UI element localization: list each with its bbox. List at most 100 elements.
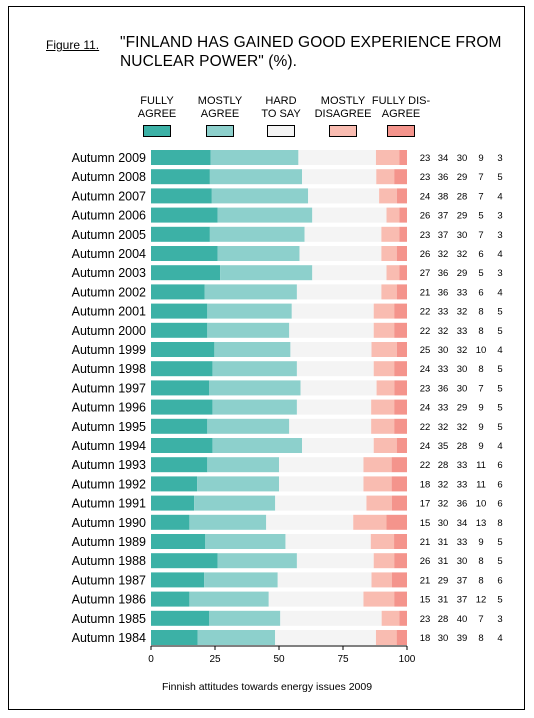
value-label: 3 <box>497 614 502 625</box>
bar-segment-fully-disagree <box>394 418 407 434</box>
bar-segment-fully-disagree <box>396 438 407 453</box>
category-label: Autumn 1995 <box>72 420 146 434</box>
bar-segment-fully-agree <box>151 553 218 569</box>
bar-segment-mostly-agree <box>204 284 297 300</box>
category-label: Autumn 1999 <box>72 343 146 357</box>
bar-segment-hard-to-say <box>304 226 382 242</box>
bar-segment-mostly-disagree <box>386 207 400 223</box>
bar-segment-mostly-disagree <box>366 495 392 511</box>
bar-segment-fully-disagree <box>391 495 407 511</box>
value-label: 8 <box>478 556 483 567</box>
value-label: 36 <box>457 499 468 510</box>
bar-segment-fully-agree <box>151 591 190 607</box>
legend-label-mostly-disagree: MOSTLY DISAGREE <box>314 95 372 120</box>
bar-segment-hard-to-say <box>289 418 372 434</box>
bar-segment-mostly-disagree <box>371 572 392 588</box>
value-label: 7 <box>478 383 483 394</box>
category-label: Autumn 1985 <box>72 612 146 626</box>
bar-segment-mostly-agree <box>210 150 299 165</box>
value-label: 5 <box>478 268 483 279</box>
value-label: 39 <box>457 633 468 644</box>
bar-segment-mostly-agree <box>217 246 300 261</box>
bar-segment-fully-agree <box>151 207 218 223</box>
bar-segment-hard-to-say <box>279 476 364 492</box>
category-label: Autumn 1991 <box>72 497 146 511</box>
bar-segment-fully-disagree <box>394 591 407 607</box>
bar-segment-hard-to-say <box>312 265 387 281</box>
bar-segment-fully-disagree <box>399 610 407 626</box>
value-label: 32 <box>457 422 468 433</box>
value-label: 36 <box>438 287 449 298</box>
figure-frame <box>8 6 525 710</box>
value-label: 28 <box>457 441 468 452</box>
value-label: 29 <box>457 403 468 414</box>
legend-swatch-fully-agree <box>143 125 171 137</box>
bar-segment-fully-disagree <box>396 284 407 300</box>
bar-segment-hard-to-say <box>296 284 382 300</box>
bar-segment-mostly-agree <box>212 361 297 377</box>
value-label: 13 <box>476 518 487 529</box>
value-label: 15 <box>420 518 431 529</box>
legend-fully-agree: FULLY AGREE <box>121 95 193 137</box>
bar-segment-hard-to-say <box>289 322 374 338</box>
bar-segment-mostly-disagree <box>363 476 392 492</box>
bar-segment-mostly-disagree <box>381 226 400 242</box>
legend-label-mostly-agree: MOSTLY AGREE <box>197 95 243 120</box>
value-label: 33 <box>457 479 468 490</box>
category-label: Autumn 2003 <box>72 266 146 280</box>
category-label: Autumn 1986 <box>72 593 146 607</box>
value-label: 5 <box>497 172 502 183</box>
bar-segment-fully-agree <box>151 495 195 511</box>
bar-segment-mostly-agree <box>189 591 269 607</box>
bar-segment-fully-agree <box>151 438 213 453</box>
x-tick-label: 0 <box>148 654 154 665</box>
value-label: 8 <box>478 307 483 318</box>
bar-segment-mostly-agree <box>209 610 281 626</box>
value-label: 28 <box>438 460 449 471</box>
category-label: Autumn 2005 <box>72 228 146 242</box>
value-label: 33 <box>438 307 449 318</box>
value-label: 4 <box>497 345 502 356</box>
x-tick-label: 25 <box>209 654 221 665</box>
value-label: 18 <box>420 479 431 490</box>
bar-segment-hard-to-say <box>296 361 374 377</box>
category-label: Autumn 2000 <box>72 324 146 338</box>
value-label: 8 <box>478 364 483 375</box>
value-label: 9 <box>478 403 483 414</box>
bar-segment-mostly-disagree <box>373 361 395 377</box>
value-label: 6 <box>497 499 502 510</box>
value-label: 32 <box>438 422 449 433</box>
value-label: 29 <box>438 575 449 586</box>
value-label: 32 <box>438 249 449 260</box>
bar-segment-fully-disagree <box>396 630 407 645</box>
value-label: 9 <box>478 153 483 164</box>
value-label: 5 <box>478 211 483 222</box>
value-label: 22 <box>420 460 431 471</box>
value-label: 24 <box>420 364 431 375</box>
value-label: 3 <box>497 230 502 241</box>
bar-segment-mostly-disagree <box>370 534 395 549</box>
category-label: Autumn 2009 <box>72 151 146 165</box>
bar-segment-fully-agree <box>151 303 208 319</box>
bar-segment-fully-agree <box>151 534 206 549</box>
legend-fully-disagree: FULLY DIS- AGREE <box>365 95 437 137</box>
bar-segment-fully-disagree <box>399 265 407 281</box>
bar-segment-mostly-disagree <box>363 591 395 607</box>
bar-segment-fully-disagree <box>399 226 407 242</box>
bar-segment-fully-disagree <box>394 303 407 319</box>
bar-segment-mostly-agree <box>209 380 301 396</box>
bar-segment-fully-disagree <box>394 534 407 549</box>
value-label: 4 <box>497 287 502 298</box>
bar-segment-mostly-disagree <box>381 284 397 300</box>
bar-segment-mostly-disagree <box>381 610 400 626</box>
value-label: 32 <box>438 326 449 337</box>
category-label: Autumn 1984 <box>72 631 146 645</box>
bar-segment-mostly-agree <box>205 534 286 549</box>
legend-mostly-agree: MOSTLY AGREE <box>184 95 256 137</box>
category-label: Autumn 1988 <box>72 554 146 568</box>
category-label: Autumn 1990 <box>72 516 146 530</box>
value-label: 4 <box>497 191 502 202</box>
value-label: 30 <box>457 364 468 375</box>
value-label: 9 <box>478 441 483 452</box>
bar-segment-hard-to-say <box>275 630 376 645</box>
